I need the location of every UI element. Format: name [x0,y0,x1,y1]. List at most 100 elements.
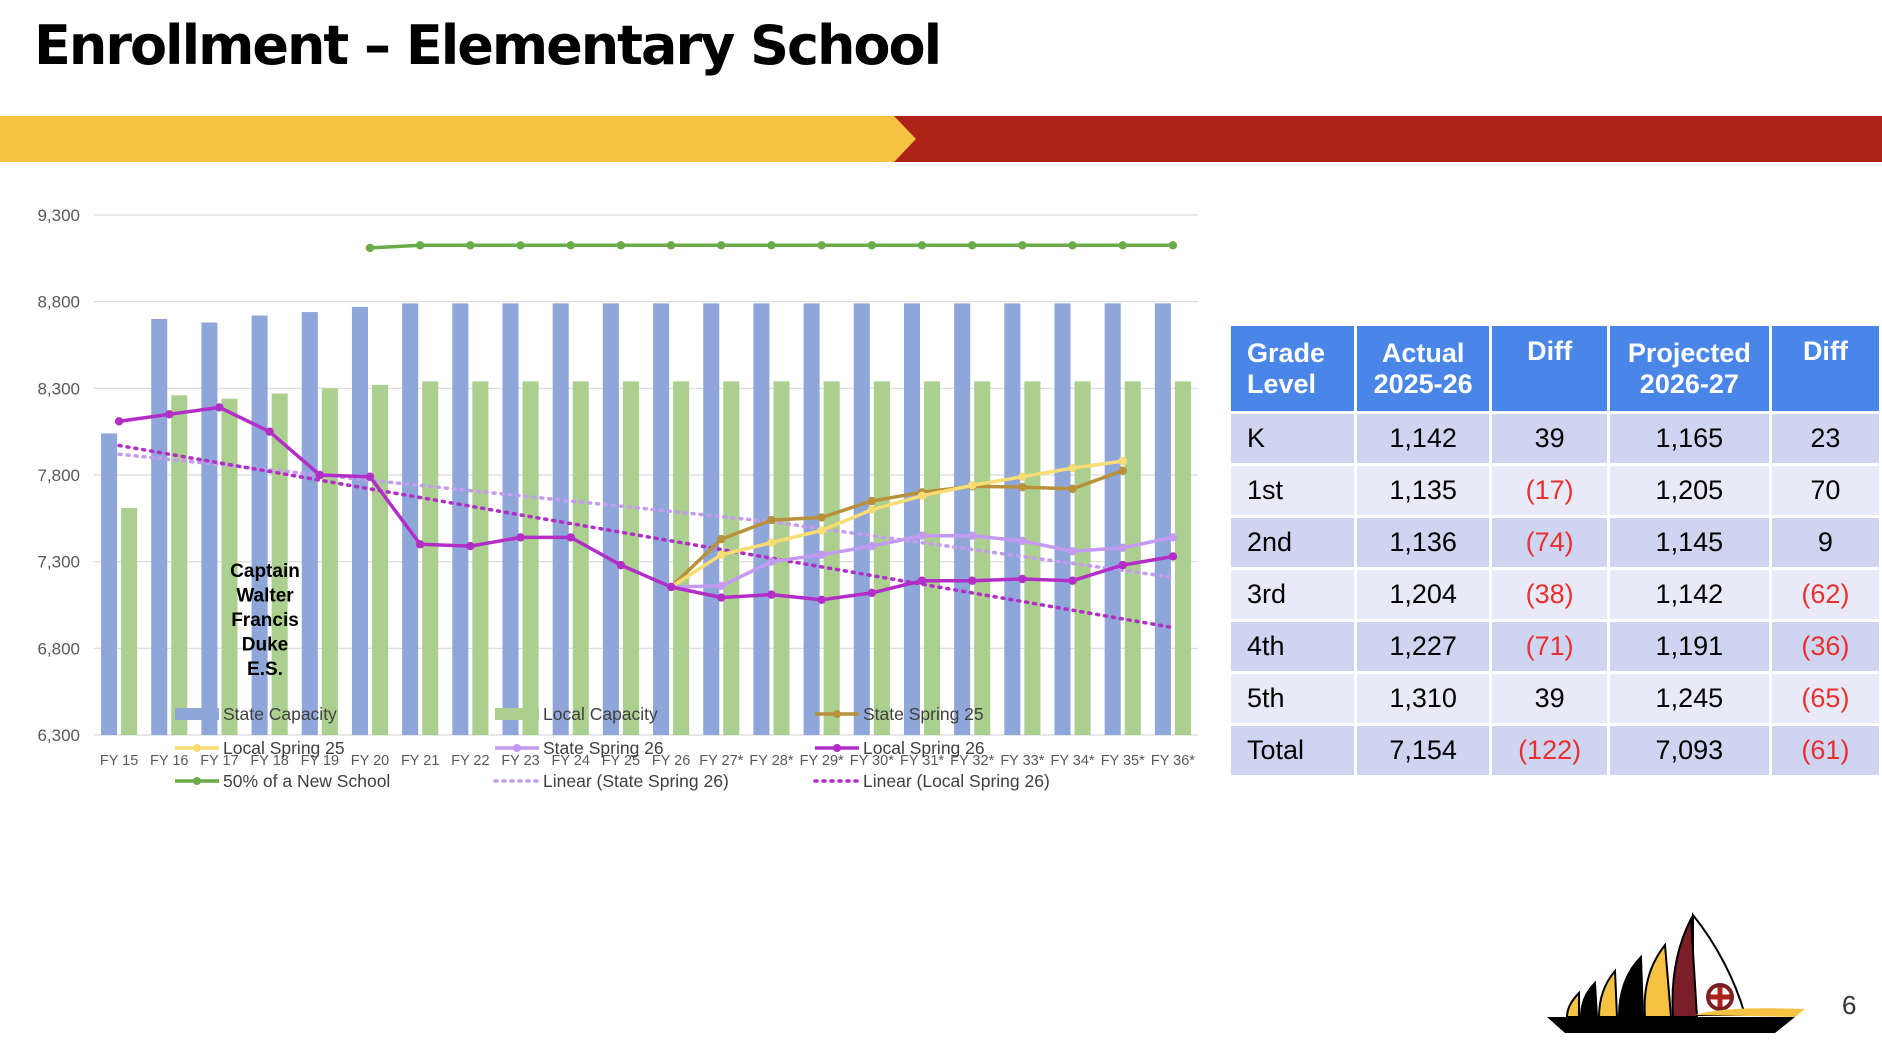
header-banner [0,116,1882,162]
annotation-line: Captain [230,561,300,582]
legend-marker [513,744,521,752]
x-tick-label: FY 29* [800,753,844,769]
local-capacity-bar [321,388,338,735]
table-header-row: Grade Level Actual 2025-26 Diff Projected 2… [1231,326,1879,411]
state-spring-26-point [717,581,726,591]
local-capacity-bar [422,381,439,735]
local-spring-25-point [717,550,726,559]
x-tick-label: FY 22 [451,753,489,769]
legend-item-state-spring-26: State Spring 26 [495,738,664,758]
cell-grade: 5th [1231,674,1354,723]
grade-enrollment-table: Grade Level Actual 2025-26 Diff Projected 2… [1228,323,1882,778]
local-spring-25-line [670,459,1123,589]
x-tick-label: FY 28* [749,753,793,769]
50-of-a-new-school-point [666,241,676,250]
annotation-line: Francis [231,610,299,631]
table-row: 3rd 1,204 (38) 1,142 (62) [1231,570,1879,619]
state-capacity-bar [1054,303,1071,735]
table-row: 1st 1,135 (17) 1,205 70 [1231,466,1879,515]
local-spring-26-point [1068,576,1077,585]
local-spring-25-point [1068,463,1077,473]
legend-label: State Spring 26 [543,738,664,758]
local-capacity-bar [572,381,589,735]
local-spring-26-point [566,533,575,542]
local-spring-25-point [767,538,776,547]
cell-diff-actual: (71) [1492,622,1607,671]
local-spring-26-point [917,576,927,585]
local-spring-25-point [817,526,826,535]
local-capacity-bar [1074,381,1091,735]
local-spring-25-point [967,481,977,490]
logo-sail-yellow-3 [1565,990,1580,1018]
state-capacity-bar [703,303,720,735]
local-capacity-bar [974,381,991,735]
table-row: K 1,142 39 1,165 23 [1231,414,1879,463]
local-spring-26-point [767,590,776,599]
district-ship-logo [1547,912,1805,1033]
local-capacity-bar [924,381,941,735]
local-capacity-bar [522,381,539,735]
logo-hull [1547,1017,1795,1033]
legend-label: State Spring 25 [863,704,984,724]
state-capacity-bar [753,303,770,735]
cell-actual: 1,310 [1356,674,1490,723]
local-spring-26-point [315,470,325,480]
local-capacity-bar [221,398,238,735]
legend-swatch [175,708,219,720]
50-of-a-new-school-point [1118,241,1127,250]
banner-yellow-arrow [0,116,916,162]
y-tick-label: 9,300 [37,206,80,225]
cell-actual: 1,204 [1356,570,1490,619]
legend-marker [833,710,841,718]
state-spring-25-point [767,515,776,525]
state-spring-25-point [717,534,726,544]
annotation-line: Walter [236,586,294,607]
local-capacity-bar [1124,381,1141,735]
state-capacity-bar [552,303,569,735]
x-axis-tick-labels: FY 15 FY 16 FY 17 FY 18 FY 19 FY 20 FY 21 FY 22… [100,753,1195,769]
cell-diff-projected: 23 [1771,414,1879,463]
cell-projected: 1,165 [1609,414,1769,463]
legend-item-local-capacity: Local Capacity [495,704,658,724]
legend-label: State Capacity [223,704,337,724]
50-of-a-new-school-point [516,241,525,250]
state-capacity-bar [853,303,870,735]
cell-projected: 1,245 [1609,674,1769,723]
table-row: 4th 1,227 (71) 1,191 (36) [1231,622,1879,671]
local-spring-26-point [666,582,676,592]
local-spring-26-point [165,410,174,419]
legend-item-linear-state-spring-26: Linear (State Spring 26) [493,771,729,791]
local-spring-25-point [917,491,927,500]
x-tick-label: FY 18 [250,753,288,769]
local-capacity-bar [673,381,690,735]
local-capacity-bar [271,393,288,735]
50-of-a-new-school-point [1018,241,1027,250]
cell-grade: K [1231,414,1354,463]
local-capacity-bar [372,384,389,735]
state-capacity-bar [653,303,670,735]
linear-state-spring-26-line [117,452,1175,580]
cell-diff-projected: 9 [1771,518,1879,567]
logo-wave [1695,1008,1805,1017]
enrollment-chart: 6,300 6,800 7,300 7,800 8,300 8,800 9,300 Capt… [37,206,1198,791]
local-spring-26-point [265,427,274,436]
50-of-a-new-school-point [817,241,826,250]
state-spring-25-point [1068,484,1077,494]
state-capacity-bar [151,319,168,735]
cell-grade: Total [1231,726,1354,775]
linear-local-spring-26-line [117,443,1175,630]
logo-sail-black-1 [1617,954,1645,1018]
local-spring-26-point [516,533,525,542]
x-tick-label: FY 27* [699,753,743,769]
cell-grade: 2nd [1231,518,1354,567]
local-spring-26-point [1018,574,1027,584]
cell-diff-projected: (65) [1771,674,1879,723]
state-capacity-bar [602,303,619,735]
50-of-a-new-school-point [566,241,575,250]
state-spring-25-line [669,469,1124,589]
logo-cross [1710,987,1730,1007]
local-spring-26-point [466,541,475,551]
50-of-a-new-school-point [917,241,927,250]
50-of-a-new-school-point [616,241,626,250]
state-spring-26-point [767,557,776,566]
